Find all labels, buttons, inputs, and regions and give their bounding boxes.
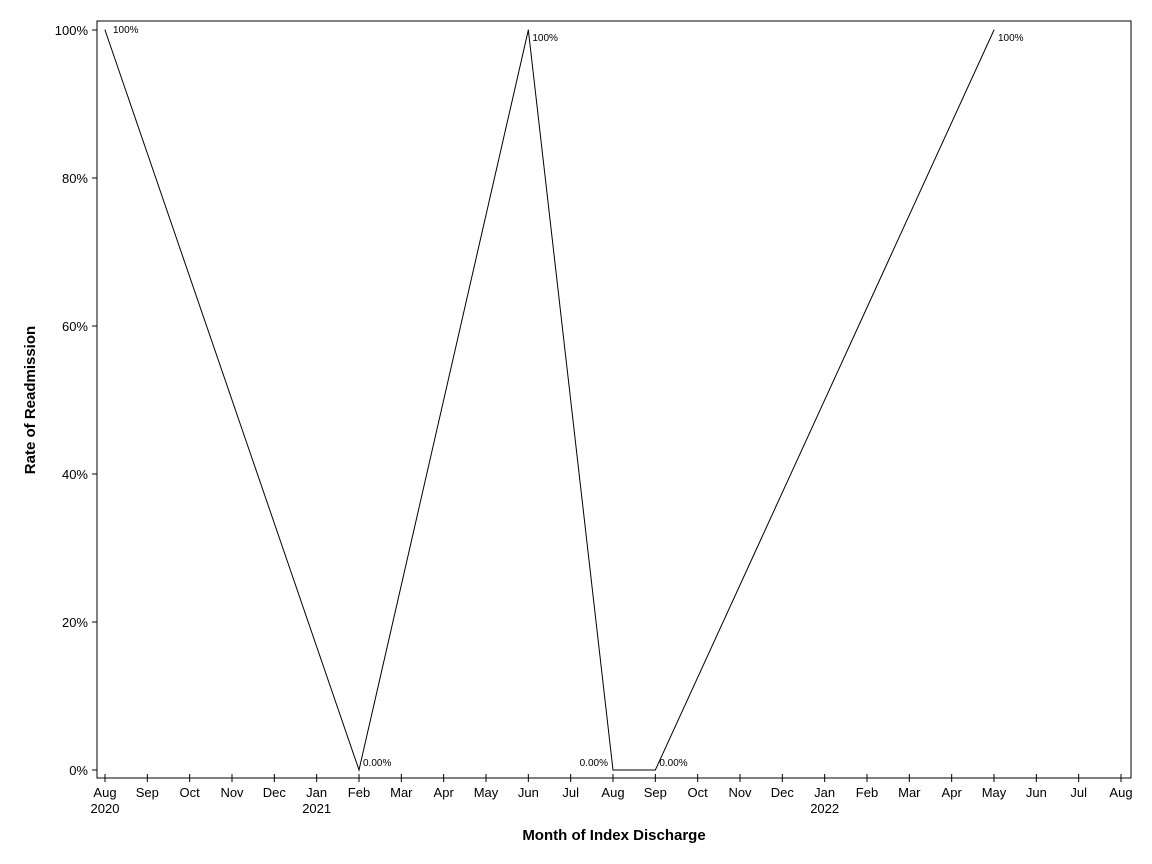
data-point [612,769,614,771]
x-axis-title: Month of Index Discharge [522,827,705,844]
plot-frame [96,20,1132,779]
data-point [358,769,360,771]
data-label: 0.00% [363,758,391,769]
x-tick-label: Dec [771,785,795,800]
data-label: 100% [998,33,1024,44]
x-tick-label: Apr [942,785,963,800]
y-tick-label: 100% [55,23,89,38]
x-tick-label: Oct [688,785,709,800]
data-label: 100% [113,25,139,36]
y-tick-label: 80% [62,171,88,186]
x-tick-label: Aug [93,785,116,800]
x-tick-year-label: 2021 [302,801,331,816]
data-point [527,29,529,31]
y-tick-label: 40% [62,467,88,482]
data-label: 0.00% [659,758,687,769]
x-tick-label: Apr [434,785,455,800]
data-labels: 100% 0.00% 100% 0.00% 0.00% 100% [113,25,1024,769]
x-tick-year-label: 2022 [810,801,839,816]
data-point [993,29,995,31]
x-tick-label: May [474,785,499,800]
y-axis-title: Rate of Readmission [22,326,39,474]
series-line [104,29,995,772]
y-axis: 0% 20% 40% 60% 80% 100% [55,23,97,778]
y-tick-label: 60% [62,319,88,334]
x-tick-label: Sep [644,785,667,800]
x-tick-year-label: 2020 [91,801,120,816]
x-tick-label: Jan [814,785,835,800]
data-point [104,29,106,31]
data-label: 100% [532,33,558,44]
x-tick-label: Aug [1109,785,1132,800]
x-tick-label: Feb [348,785,370,800]
x-tick-label: Jul [562,785,579,800]
data-label: 0.00% [580,758,608,769]
x-tick-label: Dec [263,785,287,800]
x-tick-label: Jul [1070,785,1087,800]
x-tick-label: Aug [601,785,624,800]
y-tick-label: 20% [62,615,88,630]
x-tick-label: Mar [898,785,921,800]
data-point [654,769,656,771]
x-tick-label: Nov [728,785,752,800]
x-tick-label: Feb [856,785,878,800]
x-tick-label: Jun [518,785,539,800]
x-tick-label: Jun [1026,785,1047,800]
x-tick-label: Nov [220,785,244,800]
series-layer [104,29,995,772]
x-tick-label: May [982,785,1007,800]
x-tick-label: Sep [136,785,159,800]
x-tick-label: Mar [390,785,413,800]
x-tick-label: Oct [180,785,201,800]
x-tick-label: Jan [306,785,327,800]
y-tick-label: 0% [69,763,88,778]
